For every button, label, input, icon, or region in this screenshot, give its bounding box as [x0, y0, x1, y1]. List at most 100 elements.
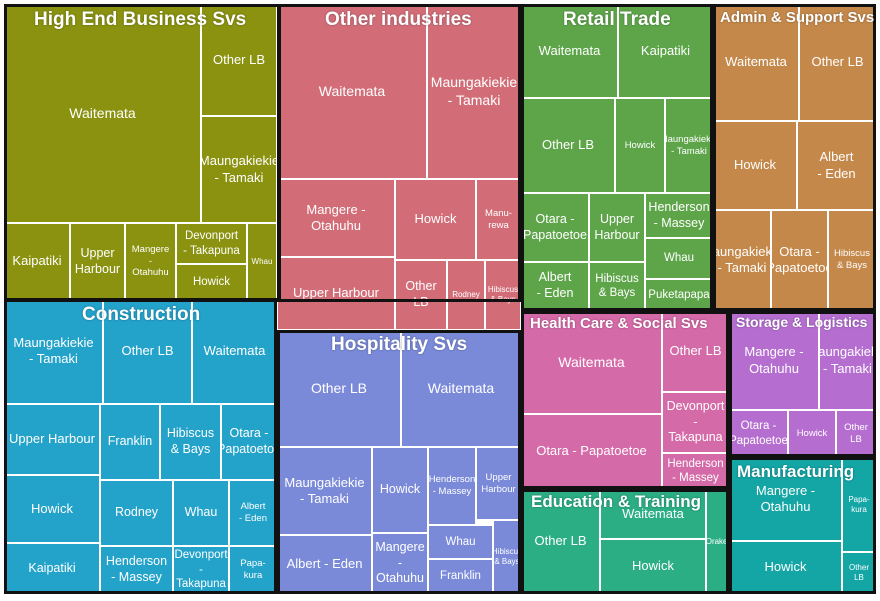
treemap-tile-retail-trade-henderson-massey: Henderson - Massey [645, 193, 713, 238]
treemap-tile-admin-and-support-svs-maungakiekie-tamaki: Maungakiekie - Tamaki [713, 210, 771, 310]
treemap-tile-hospitality-svs-other-lb: Other LB [277, 330, 401, 447]
treemap-tile-high-end-business-svs-waitemata: Waitemata [4, 4, 201, 223]
tile-label: Other LB [121, 342, 174, 358]
tile-label: Howick [414, 211, 457, 227]
treemap-tile-retail-trade-kaipatiki: Kaipatiki [618, 4, 713, 98]
treemap-tile-other-industries-manu-rewa: Manu- rewa [476, 179, 521, 260]
tile-label: Whau [251, 256, 273, 266]
treemap-tile-retail-trade-hibiscus-and-bays: Hibiscus & Bays [589, 262, 645, 310]
tile-label: Whau [184, 505, 218, 520]
tile-label: Otara - Papatoetoe [729, 420, 788, 447]
treemap-tile-retail-trade-puketapapa: Puketapapa [645, 279, 713, 311]
tile-label: Upper Harbour [594, 211, 640, 242]
treemap-tile-construction-otara-papatoetoe: Otara - Papatoetoe [221, 404, 277, 480]
tile-label: Waitemata [203, 342, 266, 358]
tile-label: Rodney [114, 505, 159, 520]
treemap-tile-admin-and-support-svs-waitemata: Waitemata [713, 4, 799, 121]
tile-label: Maungakiekie - Tamaki [13, 334, 94, 366]
tile-label: Albert - Eden [286, 556, 363, 572]
tile-label: Other LB [811, 54, 864, 70]
treemap-tile-high-end-business-svs-kaipatiki: Kaipatiki [4, 223, 70, 300]
treemap-tile-other-industries-rodney: Rodney [447, 260, 485, 330]
treemap-tile-admin-and-support-svs-otara-papatoetoe: Otara - Papatoetoe [771, 210, 828, 310]
treemap-tile-hospitality-svs-waitemata: Waitemata [401, 330, 521, 447]
treemap-tile-hospitality-svs-upper-harbour: Upper Harbour [476, 447, 521, 520]
treemap-tile-construction-rodney: Rodney [100, 480, 173, 546]
tile-label: Mangere - Otahuhu [755, 482, 816, 514]
tile-label: Maungakiekie - Tamaki [430, 74, 518, 108]
treemap-tile-health-care-and-social-svs-waitemata: Waitemata [521, 311, 662, 414]
tile-label: Upper Harbour [293, 285, 379, 301]
treemap-tile-other-industries-other-lb: Other LB [395, 260, 447, 330]
treemap-tile-hospitality-svs-maungakiekie-tamaki: Maungakiekie - Tamaki [277, 447, 372, 535]
tile-label: Other LB [844, 421, 868, 445]
treemap-tile-manufacturing-howick: Howick [729, 541, 842, 594]
treemap-tile-high-end-business-svs-devonport-takapuna: Devonport - Takapuna [176, 223, 247, 264]
tile-label: Otara - Papatoetoe [222, 426, 276, 456]
tile-label: Whau [663, 252, 695, 265]
treemap-tile-retail-trade-maungakiekie-tamaki: Maungakiekie - Tamaki [665, 98, 713, 193]
treemap-tile-manufacturing-mangere-otahuhu: Mangere - Otahuhu [729, 457, 842, 541]
treemap-tile-other-industries-waitemata: Waitemata [277, 4, 427, 179]
tile-label: Waitemata [622, 505, 684, 521]
treemap-tile-retail-trade-whau: Whau [645, 238, 713, 279]
tile-label: Hibiscus & Bays [493, 547, 521, 566]
tile-label: Kaipatiki [12, 253, 62, 269]
treemap-tile-health-care-and-social-svs-other-lb: Other LB [662, 311, 729, 392]
group-title-admin-and-support-svs: Admin & Support Svs [720, 9, 875, 26]
tile-label: Maungakiekie - Tamaki [201, 153, 277, 185]
tile-label: Howick [379, 482, 421, 497]
tile-label: Papa- kura [240, 558, 266, 581]
treemap-tile-health-care-and-social-svs-otara-papatoetoe: Otara - Papatoetoe [521, 414, 662, 489]
treemap-tile-construction-hibiscus-and-bays: Hibiscus & Bays [160, 404, 221, 480]
tile-label: Howick [796, 427, 828, 439]
treemap-tile-hospitality-svs-henderson-massey: Henderson - Massey [428, 447, 476, 525]
treemap-tile-construction-upper-harbour: Upper Harbour [4, 404, 100, 475]
treemap-tile-admin-and-support-svs-albert-eden: Albert - Eden [797, 121, 876, 210]
tile-label: Maungakiekie - Tamaki [819, 344, 875, 376]
treemap-tile-hospitality-svs-mangere-otahuhu: Mangere - Otahuhu [372, 533, 428, 594]
tile-label: Albert - Eden [239, 501, 267, 524]
tile-label: Waitemata [558, 353, 625, 370]
tile-label: Waitemata [427, 379, 495, 396]
tile-label: Albert - Eden [817, 149, 856, 181]
tile-label: Kaipatiki [28, 560, 76, 575]
tile-label: Maungakiekie - Tamaki [713, 243, 770, 275]
tile-label: Henderson - Massey [667, 457, 724, 484]
group-title-retail-trade: Retail Trade [563, 9, 671, 30]
tile-label: Other LB [534, 533, 587, 549]
tile-label: Otara - Papatoetoe [523, 211, 587, 242]
group-title-hospitality-svs: Hospitality Svs [331, 334, 468, 355]
tile-label: Upper Harbour [9, 431, 95, 447]
tile-label: Manu- rewa [485, 207, 512, 231]
treemap-tile-storage-and-logistics-maungakiekie-tamaki: Maungakiekie - Tamaki [819, 311, 876, 410]
tile-label: Maungakiekie - Tamaki [284, 474, 365, 506]
tile-label: Upper Harbour [481, 471, 516, 495]
treemap-tile-high-end-business-svs-mangere-otahuhu: Mangere - Otahuhu [125, 223, 176, 300]
tile-label: Other LB [212, 51, 266, 67]
treemap-tile-retail-trade-other-lb: Other LB [521, 98, 615, 193]
treemap-tile-high-end-business-svs-whau: Whau [247, 223, 277, 300]
tile-label: Waitemata [318, 82, 386, 99]
treemap-tile-other-industries-mangere-otahuhu: Mangere - Otahuhu [277, 179, 395, 257]
tile-label: Howick [31, 500, 73, 516]
tile-label: Mangere - Otahuhu [131, 243, 170, 279]
tile-label: Other LB [669, 343, 722, 359]
tile-label: Rodney [452, 290, 480, 299]
tile-label: Howick [734, 157, 776, 173]
tile-label: Puketapapa [648, 288, 710, 301]
treemap-tile-construction-whau: Whau [173, 480, 229, 546]
tile-label: Howick [764, 559, 807, 575]
treemap-tile-education-and-training-waitemata: Waitemata [600, 489, 706, 539]
group-title-health-care-and-social-svs: Health Care & Social Svs [530, 315, 708, 332]
tile-label: Otara - Papatoetoe [536, 443, 647, 459]
tile-label: Mangere - Otahuhu [375, 540, 425, 586]
treemap-tile-construction-maungakiekie-tamaki: Maungakiekie - Tamaki [4, 298, 103, 404]
treemap-tile-other-industries-howick: Howick [395, 179, 476, 260]
treemap-tile-admin-and-support-svs-howick: Howick [713, 121, 797, 210]
treemap-tile-construction-albert-eden: Albert - Eden [229, 480, 277, 546]
treemap-tile-retail-trade-albert-eden: Albert - Eden [521, 262, 589, 310]
treemap-tile-hospitality-svs-albert-eden: Albert - Eden [277, 535, 372, 594]
treemap-tile-retail-trade-upper-harbour: Upper Harbour [589, 193, 645, 262]
treemap-tile-storage-and-logistics-otara-papatoetoe: Otara - Papatoetoe [729, 410, 788, 457]
